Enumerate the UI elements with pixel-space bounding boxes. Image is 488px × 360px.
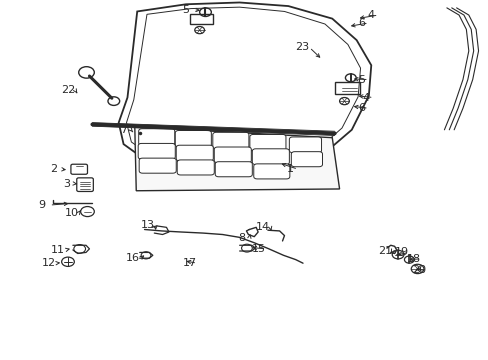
- Circle shape: [410, 264, 423, 274]
- Text: 4: 4: [367, 10, 374, 20]
- FancyBboxPatch shape: [291, 152, 322, 167]
- Text: 17: 17: [183, 258, 197, 268]
- FancyBboxPatch shape: [177, 160, 214, 175]
- Text: 6: 6: [357, 18, 364, 28]
- Text: 7: 7: [120, 125, 127, 135]
- Text: 23: 23: [294, 42, 308, 52]
- Circle shape: [74, 244, 85, 253]
- FancyBboxPatch shape: [212, 132, 248, 149]
- FancyBboxPatch shape: [175, 131, 211, 147]
- Text: 21: 21: [377, 246, 391, 256]
- FancyBboxPatch shape: [252, 149, 289, 165]
- Circle shape: [61, 257, 74, 266]
- FancyBboxPatch shape: [139, 158, 176, 173]
- FancyBboxPatch shape: [215, 162, 252, 177]
- Text: 16: 16: [126, 253, 140, 263]
- Circle shape: [391, 250, 403, 259]
- FancyBboxPatch shape: [289, 137, 321, 153]
- Text: 12: 12: [41, 258, 56, 268]
- FancyBboxPatch shape: [176, 145, 213, 161]
- FancyBboxPatch shape: [249, 134, 285, 151]
- FancyBboxPatch shape: [253, 164, 289, 179]
- Text: 22: 22: [61, 85, 75, 95]
- Text: 9: 9: [39, 200, 45, 210]
- Polygon shape: [135, 127, 339, 191]
- Text: 19: 19: [394, 247, 408, 257]
- Text: 10: 10: [64, 208, 78, 218]
- Circle shape: [108, 97, 120, 105]
- FancyBboxPatch shape: [138, 143, 175, 159]
- FancyBboxPatch shape: [71, 164, 87, 174]
- Text: 20: 20: [411, 265, 425, 275]
- Text: 2: 2: [50, 164, 57, 174]
- Text: 1: 1: [287, 164, 294, 174]
- Text: 18: 18: [407, 254, 420, 264]
- Circle shape: [79, 67, 94, 78]
- Text: 15: 15: [252, 244, 265, 254]
- Text: 6: 6: [357, 103, 364, 113]
- Text: 11: 11: [51, 245, 65, 255]
- Text: 8: 8: [238, 233, 245, 243]
- Circle shape: [404, 256, 413, 263]
- Text: 5: 5: [357, 75, 364, 85]
- Circle shape: [81, 207, 94, 217]
- Text: 4: 4: [362, 93, 369, 103]
- FancyBboxPatch shape: [139, 129, 174, 145]
- Text: 14: 14: [255, 222, 269, 232]
- FancyBboxPatch shape: [77, 178, 93, 192]
- Text: 5: 5: [182, 5, 189, 15]
- Text: 3: 3: [63, 179, 70, 189]
- Text: 13: 13: [141, 220, 155, 230]
- FancyBboxPatch shape: [214, 147, 251, 163]
